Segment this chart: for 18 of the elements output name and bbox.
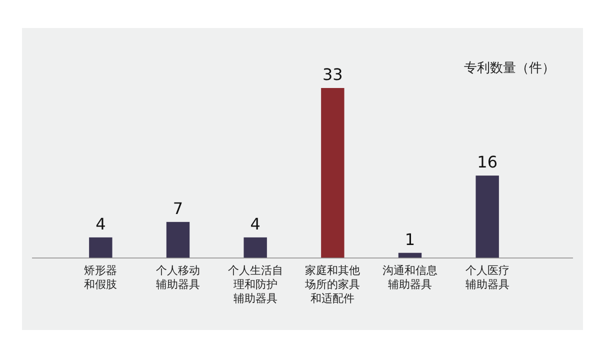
x-tick-label: 沟通和信息辅助器具 <box>382 264 438 291</box>
x-tick-label: 矫形器和假肢 <box>84 264 118 291</box>
bar <box>321 88 344 258</box>
x-tick-label: 个人移动辅助器具 <box>156 264 200 291</box>
x-tick-label: 个人医疗辅助器具 <box>465 264 510 291</box>
bar <box>89 237 112 258</box>
data-label: 7 <box>172 198 184 218</box>
bar <box>476 176 499 258</box>
data-label: 1 <box>404 230 416 249</box>
x-tick-label: 个人生活自理和防护辅助器具 <box>228 264 283 305</box>
bar <box>166 222 190 258</box>
bar <box>244 237 267 258</box>
x-tick-label: 家庭和其他场所的家具和适配件 <box>304 264 360 305</box>
data-label: 4 <box>96 214 106 234</box>
data-label: 16 <box>477 152 498 172</box>
data-label: 33 <box>322 65 343 84</box>
data-label: 4 <box>250 214 260 234</box>
y-axis-title: 专利数量（件） <box>464 61 555 76</box>
